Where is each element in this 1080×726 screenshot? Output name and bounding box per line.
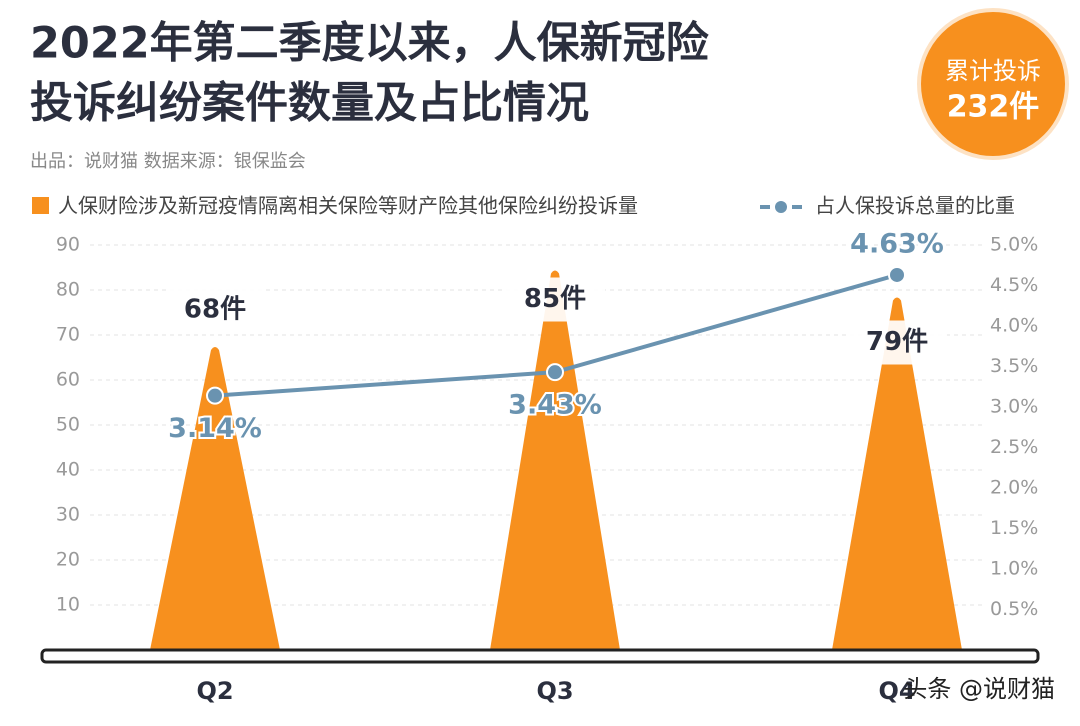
y2-tick-label: 3.5% [990, 355, 1038, 377]
y-tick-label: 70 [56, 324, 80, 346]
subtitle: 出品：说财猫 数据来源：银保监会 [30, 151, 306, 172]
y2-tick-label: 0.5% [990, 598, 1038, 620]
y-tick-label: 40 [56, 459, 80, 481]
y-tick-label: 90 [56, 234, 80, 256]
data-label: 4.63% [850, 228, 944, 259]
legend-label: 占人保投诉总量的比重 [815, 194, 1015, 218]
y-tick-label: 10 [56, 594, 80, 616]
line-point [888, 265, 906, 284]
y-tick-label: 20 [56, 549, 80, 571]
y2-tick-label: 4.5% [990, 274, 1038, 296]
data-label: 3.14% [168, 413, 262, 444]
chart-title: 投诉纠纷案件数量及占比情况 [30, 79, 589, 129]
y2-tick-label: 4.0% [990, 315, 1038, 337]
watermark: 头条 @说财猫 [903, 675, 1055, 703]
y2-tick-label: 1.0% [990, 558, 1038, 580]
bar [490, 270, 620, 650]
legend-swatch [775, 201, 787, 213]
data-label: 79件 [866, 327, 928, 357]
y2-tick-label: 5.0% [990, 234, 1038, 256]
y2-tick-label: 3.0% [990, 396, 1038, 418]
y-tick-label: 80 [56, 279, 80, 301]
y2-tick-label: 2.5% [990, 436, 1038, 458]
y-tick-label: 60 [56, 369, 80, 391]
y2-tick-label: 2.0% [990, 477, 1038, 499]
bar [150, 347, 280, 650]
y2-tick-label: 1.5% [990, 517, 1038, 539]
y-tick-label: 50 [56, 414, 80, 436]
x-tick-label: Q4 [878, 677, 915, 705]
label-box [847, 320, 947, 365]
baseline [40, 648, 1040, 664]
label-box [165, 288, 265, 332]
chart-title: 2022年第二季度以来，人保新冠险 [30, 19, 710, 69]
badge-value: 232件 [947, 90, 1040, 125]
legend-label: 人保财险涉及新冠疫情隔离相关保险等财产险其他保险纠纷投诉量 [58, 194, 638, 218]
x-tick-label: Q3 [536, 677, 573, 705]
label-box [505, 277, 605, 322]
data-label: 3.43% [508, 390, 602, 421]
badge-text: 累计投诉 [945, 57, 1041, 85]
bar [832, 297, 962, 650]
line-point [206, 386, 224, 405]
data-label: 68件 [184, 295, 246, 325]
x-tick-label: Q2 [196, 677, 233, 705]
legend-swatch [32, 197, 49, 214]
data-label: 85件 [524, 284, 586, 314]
badge [917, 8, 1069, 160]
y-tick-label: 30 [56, 504, 80, 526]
line-point [546, 363, 564, 382]
